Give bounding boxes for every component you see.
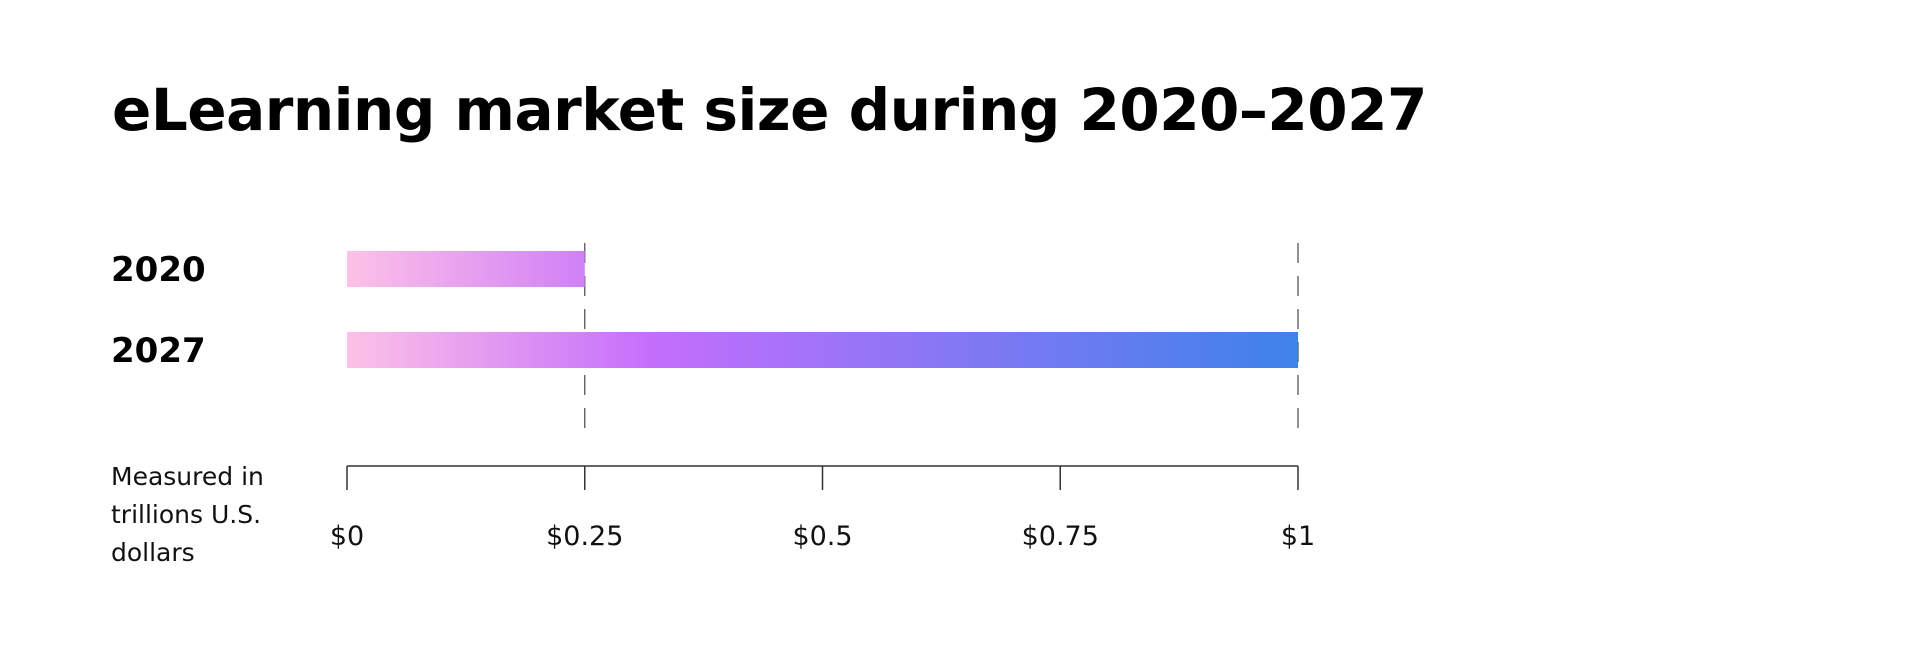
bars bbox=[347, 251, 1298, 368]
bar-2027 bbox=[347, 332, 1298, 368]
category-label: 2020 bbox=[111, 250, 206, 290]
x-tick-label: $0.5 bbox=[792, 521, 852, 552]
x-tick-label: $0.75 bbox=[1022, 521, 1099, 552]
category-labels: 2020 2027 bbox=[111, 250, 206, 371]
chart-title: eLearning market size during 2020–2027 bbox=[112, 76, 1427, 144]
bar-2020 bbox=[347, 251, 585, 287]
x-tick-label: $1 bbox=[1281, 521, 1315, 552]
x-axis bbox=[346, 465, 1299, 490]
x-tick-label: $0 bbox=[330, 521, 364, 552]
tick-labels: $0 $0.25 $0.5 $0.75 $1 bbox=[330, 521, 1315, 552]
x-tick-label: $0.25 bbox=[546, 521, 623, 552]
axis-unit-label: Measured in trillions U.S. dollars bbox=[111, 462, 264, 567]
category-label: 2027 bbox=[111, 331, 206, 371]
